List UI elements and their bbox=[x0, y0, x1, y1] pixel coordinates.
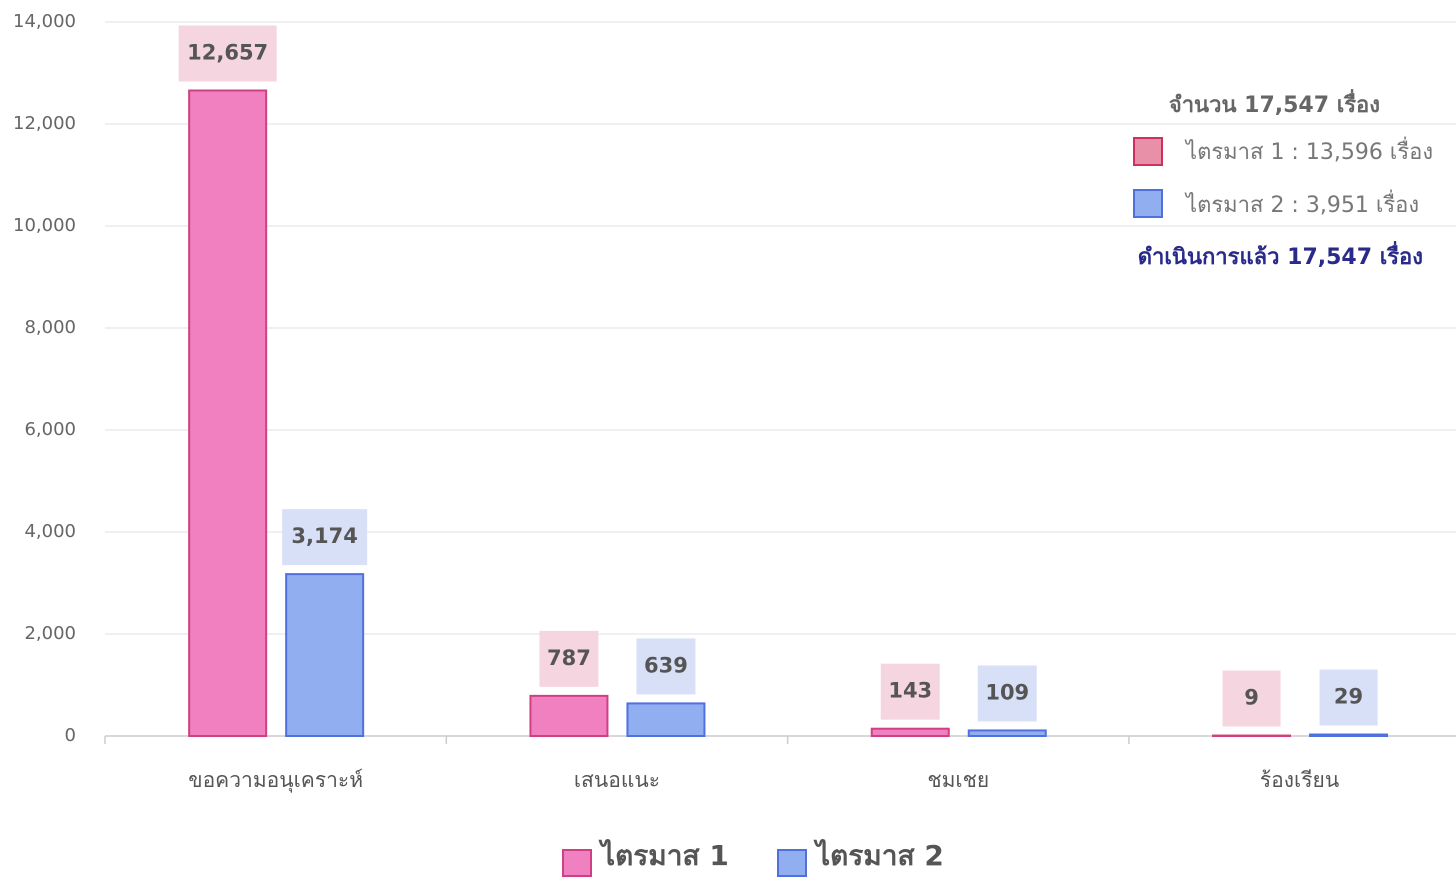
value-label-bg bbox=[539, 630, 599, 687]
bar bbox=[188, 89, 268, 738]
value-label-bg bbox=[1319, 669, 1378, 726]
y-tick-label: 4,000 bbox=[24, 521, 76, 542]
value-label: 3,174 bbox=[291, 524, 357, 548]
bar bbox=[967, 729, 1047, 737]
y-tick-label: 8,000 bbox=[24, 317, 76, 338]
legend-swatch bbox=[777, 849, 807, 877]
y-tick-label: 12,000 bbox=[13, 113, 76, 134]
value-label-bg bbox=[178, 25, 277, 82]
value-label-bg bbox=[977, 665, 1037, 722]
x-tick-label: ร้องเรียน bbox=[1260, 768, 1339, 792]
annotation-done: ดำเนินการแล้ว 17,547 เรื่อง bbox=[1138, 240, 1423, 270]
x-tick-label: ชมเชย bbox=[927, 768, 989, 792]
y-tick-label: 6,000 bbox=[24, 419, 76, 440]
value-label: 639 bbox=[644, 653, 688, 677]
value-label: 12,657 bbox=[187, 40, 268, 64]
x-tick-label: ขอความอนุเคราะห์ bbox=[188, 768, 363, 793]
bar bbox=[626, 702, 706, 738]
value-label-bg bbox=[880, 663, 940, 720]
bar bbox=[870, 727, 950, 737]
annotation-total: จำนวน 17,547 เรื่อง bbox=[1169, 88, 1380, 118]
legend-swatch bbox=[562, 849, 592, 877]
value-label-bg bbox=[636, 638, 696, 695]
legend-label: ไตรมาส 2 bbox=[813, 839, 944, 872]
value-label: 143 bbox=[888, 679, 932, 703]
y-tick-label: 10,000 bbox=[13, 215, 76, 236]
value-label: 109 bbox=[985, 680, 1029, 704]
annotation-q2: ไตรมาส 2 : 3,951 เรื่อง bbox=[1184, 189, 1419, 218]
value-label-bg bbox=[1222, 670, 1281, 727]
legend-label: ไตรมาส 1 bbox=[598, 839, 729, 872]
annotation-swatch bbox=[1133, 189, 1163, 218]
value-label-bg bbox=[282, 509, 368, 566]
value-label: 29 bbox=[1334, 685, 1363, 709]
annotation-swatch bbox=[1133, 137, 1163, 166]
value-label: 787 bbox=[547, 646, 591, 670]
value-label: 9 bbox=[1244, 686, 1259, 710]
y-tick-label: 2,000 bbox=[24, 623, 76, 644]
x-tick-label: เสนอแนะ bbox=[574, 768, 660, 792]
bar bbox=[1309, 733, 1389, 737]
y-tick-label: 0 bbox=[65, 725, 76, 746]
bar bbox=[529, 694, 609, 737]
y-tick-label: 14,000 bbox=[13, 11, 76, 32]
bar bbox=[285, 573, 365, 737]
annotation-q1: ไตรมาส 1 : 13,596 เรื่อง bbox=[1184, 136, 1433, 165]
